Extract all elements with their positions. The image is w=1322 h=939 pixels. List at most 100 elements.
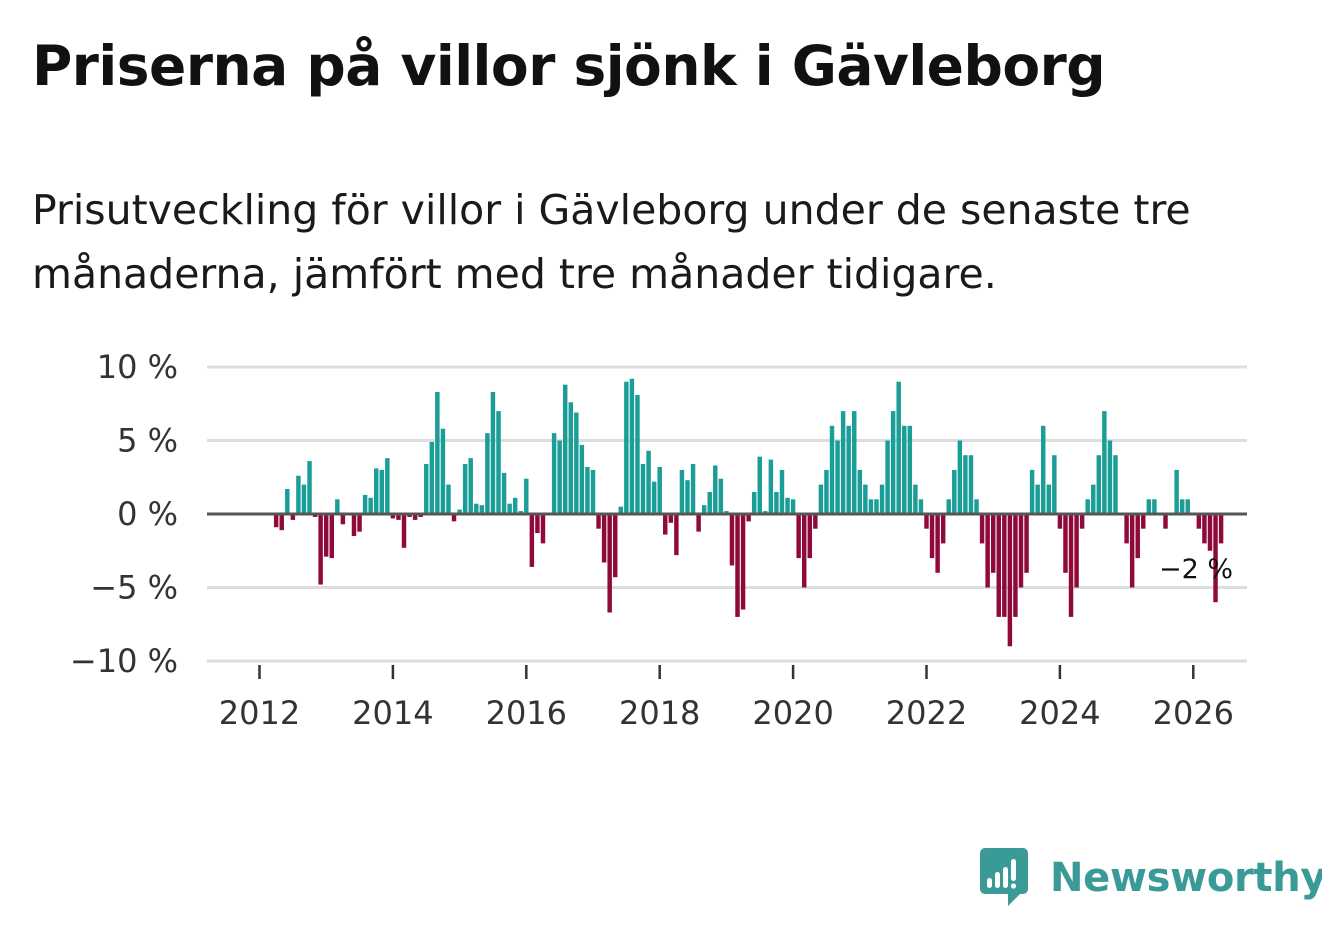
bar <box>913 484 918 514</box>
bar <box>707 491 712 514</box>
bar <box>1024 514 1029 573</box>
bar <box>285 489 290 514</box>
bar <box>590 469 596 514</box>
bar <box>890 411 896 514</box>
y-tick-label: 5 % <box>117 422 178 460</box>
bar <box>457 509 462 514</box>
bar <box>974 499 979 514</box>
bar <box>874 499 879 514</box>
bar <box>929 514 935 559</box>
bar <box>801 514 807 588</box>
bar <box>613 514 618 578</box>
bar <box>651 481 657 514</box>
bar <box>607 514 612 613</box>
bar <box>1146 499 1152 514</box>
bar <box>373 468 379 514</box>
x-tick-label: 2012 <box>219 694 300 732</box>
newsworthy-logo-icon <box>980 848 1028 906</box>
bar <box>435 391 440 514</box>
x-tick-label: 2020 <box>752 694 833 732</box>
bar <box>829 425 835 514</box>
bar <box>396 514 401 520</box>
bar <box>535 514 540 534</box>
bar-chart: 10 % 5 % 0 % −5 % −10 % 2012 2014 2016 2018 2020… <box>70 348 1247 732</box>
bar <box>479 505 485 514</box>
bar <box>462 464 468 514</box>
bar <box>902 425 907 514</box>
bar <box>1124 514 1129 544</box>
bar <box>618 506 624 514</box>
bar <box>340 514 346 525</box>
bar <box>1135 514 1140 559</box>
bar <box>1107 440 1113 514</box>
x-tick-label: 2026 <box>1153 694 1234 732</box>
bar <box>1046 484 1052 514</box>
bar <box>1002 514 1007 617</box>
bar <box>551 433 557 514</box>
bars <box>273 378 1224 647</box>
bar <box>779 469 785 514</box>
bar <box>1174 469 1179 514</box>
bar <box>362 494 368 514</box>
bar <box>968 455 974 514</box>
bar <box>663 514 668 535</box>
bar <box>351 514 357 537</box>
bar <box>1091 484 1096 514</box>
y-axis-labels: 10 % 5 % 0 % −5 % −10 % <box>70 348 178 680</box>
bar <box>529 514 535 567</box>
bar <box>335 499 340 514</box>
y-tick-label: 10 % <box>97 348 178 386</box>
bar <box>1152 499 1157 514</box>
brand: Newsworthy <box>980 848 1322 908</box>
bar <box>601 514 607 563</box>
bar <box>952 469 957 514</box>
bar <box>629 378 635 514</box>
chart-title: Priserna på villor sjönk i Gävleborg <box>32 34 1106 98</box>
bar <box>290 514 296 520</box>
bar <box>1141 514 1146 529</box>
x-tick-label: 2016 <box>486 694 567 732</box>
bar <box>818 484 824 514</box>
bar <box>1218 514 1224 544</box>
bar <box>568 402 573 514</box>
bar <box>785 497 790 514</box>
last-value-label: −2 % <box>1159 554 1233 585</box>
bar <box>757 456 762 514</box>
bar <box>451 514 457 522</box>
bar <box>796 514 801 559</box>
bar <box>279 514 284 531</box>
bar <box>940 514 946 544</box>
bar <box>485 433 490 514</box>
bar <box>323 514 329 557</box>
bar <box>562 384 568 514</box>
bar <box>790 499 796 514</box>
bar <box>1207 514 1213 551</box>
bar <box>885 440 890 514</box>
bar <box>668 514 674 523</box>
bar <box>840 411 846 514</box>
bar <box>713 465 718 514</box>
bar <box>412 514 418 520</box>
bar <box>768 459 774 514</box>
bar <box>490 391 496 514</box>
chart-subtitle: Prisutveckling för villor i Gävleborg un… <box>32 186 1191 298</box>
bar <box>357 514 362 532</box>
bar <box>896 381 901 514</box>
y-tick-label: −10 % <box>70 642 178 680</box>
y-tick-label: 0 % <box>117 495 178 533</box>
bar <box>979 514 985 544</box>
bar <box>1057 514 1063 529</box>
bar <box>1035 484 1040 514</box>
bar <box>1163 514 1168 529</box>
bar <box>624 381 629 514</box>
x-axis: 2012 2014 2016 2018 2020 2022 2024 2026 <box>219 665 1234 732</box>
bar <box>990 514 996 573</box>
bar <box>696 514 701 532</box>
bar <box>1202 514 1207 544</box>
bar <box>1096 455 1102 514</box>
bar <box>1129 514 1135 588</box>
bar <box>918 499 924 514</box>
bar <box>512 497 518 514</box>
bar <box>863 484 868 514</box>
bar <box>813 514 818 529</box>
